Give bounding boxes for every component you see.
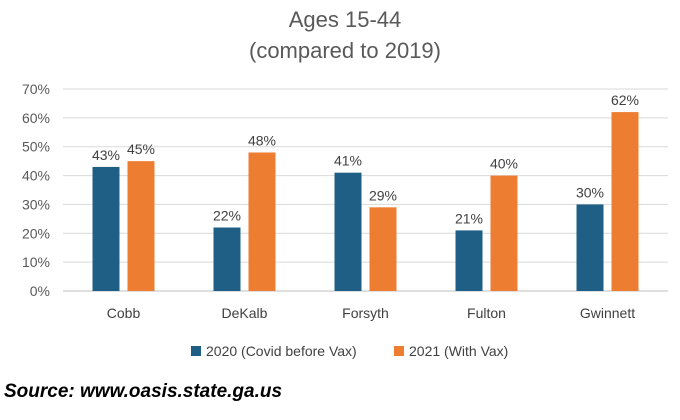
bars xyxy=(92,112,639,291)
data-label: 43% xyxy=(92,147,120,163)
chart-title-line-2: (compared to 2019) xyxy=(249,38,441,63)
x-category-label: Fulton xyxy=(467,305,506,321)
data-label: 30% xyxy=(576,184,604,200)
bar-forsyth-series-1 xyxy=(334,172,362,291)
chart-title-line-1: Ages 15-44 xyxy=(289,7,402,32)
bar-cobb-series-1 xyxy=(92,166,120,291)
data-label: 48% xyxy=(248,132,276,148)
bar-cobb-series-2 xyxy=(127,161,155,291)
y-tick-label: 60% xyxy=(22,110,50,126)
data-label: 45% xyxy=(127,141,155,157)
y-tick-label: 10% xyxy=(22,254,50,270)
bar-forsyth-series-2 xyxy=(369,207,397,291)
bar-fulton-series-2 xyxy=(490,175,518,291)
data-label: 22% xyxy=(213,208,241,224)
x-category-label: Gwinnett xyxy=(580,305,635,321)
legend-swatch xyxy=(394,346,404,356)
bar-dekalb-series-1 xyxy=(213,227,241,291)
bar-fulton-series-1 xyxy=(455,230,483,291)
gridlines xyxy=(63,88,668,292)
y-tick-label: 30% xyxy=(22,196,50,212)
y-axis-ticks: 0% 10% 20% 30% 40% 50% 60% 70% xyxy=(22,81,50,299)
x-axis-categories: Cobb DeKalb Forsyth Fulton Gwinnett xyxy=(107,305,635,321)
y-tick-label: 20% xyxy=(22,225,50,241)
data-labels: 43% 45% 22% 48% 41% 29% 21% 40% 30% 62% xyxy=(92,92,639,226)
x-category-label: Forsyth xyxy=(342,305,389,321)
legend-swatch xyxy=(191,346,201,356)
bar-gwinnett-series-1 xyxy=(576,204,604,291)
legend: 2020 (Covid before Vax) 2021 (With Vax) xyxy=(191,343,508,359)
source-note: Source: www.oasis.state.ga.us xyxy=(4,381,283,402)
x-category-label: DeKalb xyxy=(222,305,268,321)
bar-dekalb-series-2 xyxy=(248,152,276,291)
data-label: 40% xyxy=(490,156,518,172)
chart: Ages 15-44 (compared to 2019) 0% 10% 20% 30… xyxy=(22,7,668,359)
legend-label: 2020 (Covid before Vax) xyxy=(206,343,357,359)
data-label: 21% xyxy=(455,210,483,226)
data-label: 41% xyxy=(334,153,362,169)
bar-gwinnett-series-2 xyxy=(611,112,639,291)
y-tick-label: 0% xyxy=(30,283,50,299)
y-tick-label: 40% xyxy=(22,168,50,184)
x-category-label: Cobb xyxy=(107,305,141,321)
data-label: 62% xyxy=(611,92,639,108)
bar-chart: Ages 15-44 (compared to 2019) 0% 10% 20% 30… xyxy=(22,7,668,359)
y-tick-label: 50% xyxy=(22,139,50,155)
y-tick-label: 70% xyxy=(22,81,50,97)
data-label: 29% xyxy=(369,187,397,203)
legend-label: 2021 (With Vax) xyxy=(409,343,508,359)
